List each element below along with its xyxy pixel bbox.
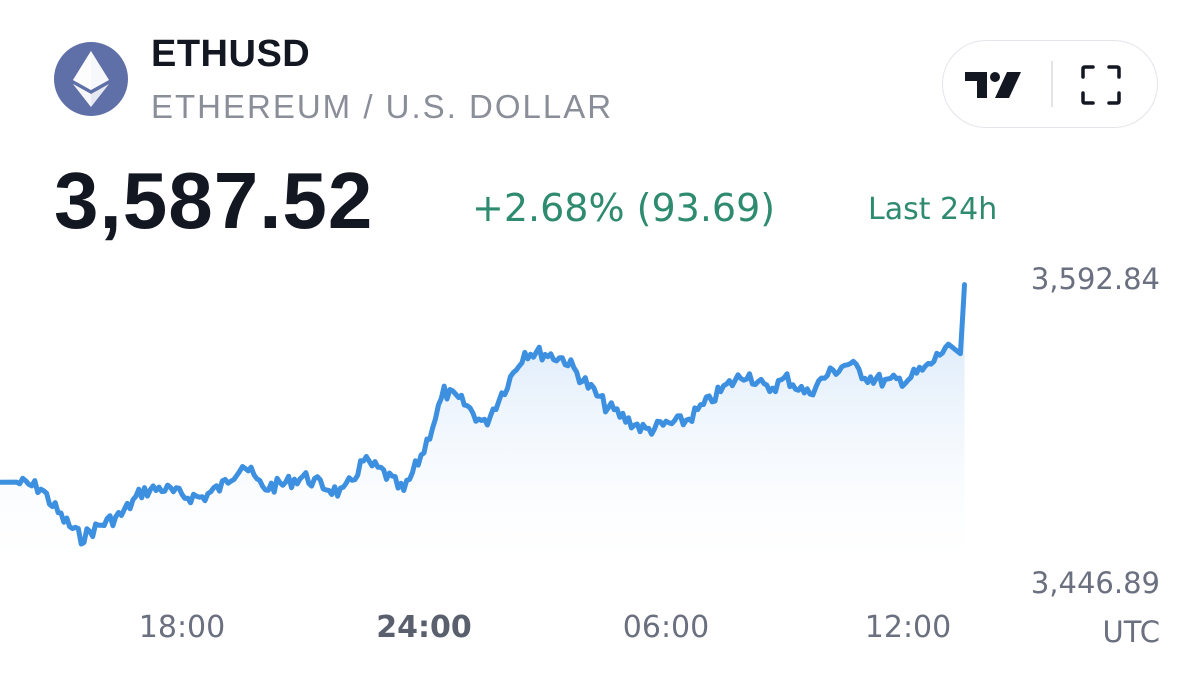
last-price: 3,587.52 (54, 156, 374, 245)
x-tick: 06:00 (622, 610, 710, 645)
price-change: +2.68% (93.69) (472, 186, 776, 230)
y-tick-min: 3,446.89 (1030, 566, 1160, 600)
x-tick: 18:00 (138, 610, 226, 645)
ticker-description: ETHEREUM / U.S. DOLLAR (151, 88, 614, 125)
price-chart[interactable] (0, 270, 980, 570)
y-tick-max: 3,592.84 (1030, 262, 1160, 296)
x-tick: 12:00 (864, 610, 952, 645)
ticker-symbol: ETHUSD (151, 33, 311, 75)
timezone-label: UTC (1102, 615, 1161, 649)
x-tick: 24:00 (376, 610, 472, 645)
toolbar-divider (1051, 61, 1053, 107)
fullscreen-icon[interactable] (1079, 63, 1123, 107)
price-line (0, 282, 967, 547)
tradingview-logo-icon[interactable] (963, 64, 1033, 104)
price-area (0, 284, 965, 563)
chart-toolbar (942, 40, 1158, 128)
change-period: Last 24h (868, 192, 998, 227)
ethereum-icon (54, 42, 128, 116)
